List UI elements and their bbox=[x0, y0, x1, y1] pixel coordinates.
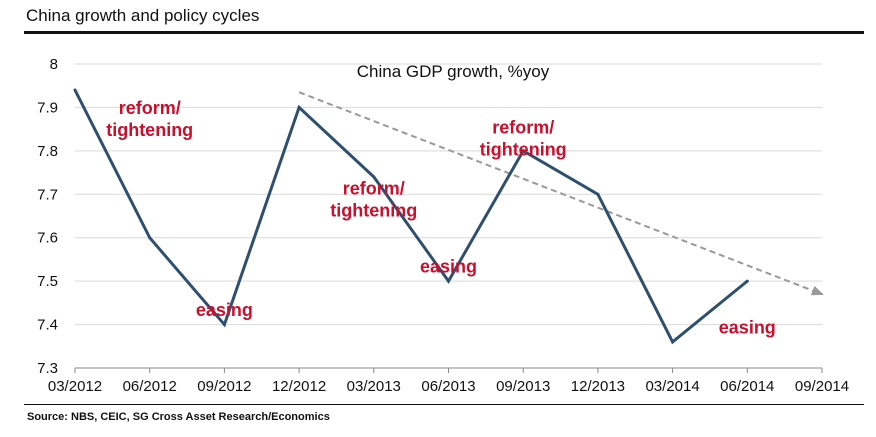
y-tick-label: 7.8 bbox=[37, 143, 58, 160]
annotation-line: reform/ bbox=[119, 98, 181, 118]
policy-annotation: easing bbox=[420, 256, 477, 276]
y-tick-label: 8 bbox=[50, 56, 58, 73]
gdp-line-chart: 7.3 7.4 7.5 7.6 7.7 7.8 7.9 8 03/2012 06/2012 09/2… bbox=[37, 56, 849, 395]
page-title: China growth and policy cycles bbox=[26, 6, 260, 25]
trend-arrow-line bbox=[298, 91, 824, 296]
annotation-line: easing bbox=[196, 300, 253, 320]
x-tick-label: 12/2012 bbox=[272, 378, 326, 395]
y-tick-label: 7.3 bbox=[37, 360, 58, 377]
policy-annotation: easing bbox=[719, 317, 776, 337]
gdp-series-line bbox=[73, 89, 749, 345]
annotation-line: easing bbox=[420, 256, 477, 276]
gdp-data-point bbox=[447, 279, 450, 283]
y-tick-label: 7.6 bbox=[37, 230, 58, 247]
x-tick-label: 09/2012 bbox=[197, 378, 251, 395]
header-divider bbox=[24, 31, 864, 34]
annotation-line: easing bbox=[719, 317, 776, 337]
x-tick-label: 06/2012 bbox=[123, 378, 177, 395]
axes bbox=[74, 367, 823, 373]
x-tick-label: 12/2013 bbox=[571, 378, 625, 395]
x-tick-label: 03/2014 bbox=[645, 378, 699, 395]
footer-divider bbox=[24, 404, 864, 405]
gdp-data-point bbox=[521, 149, 525, 153]
x-tick-label: 06/2013 bbox=[421, 378, 475, 395]
x-tick-label: 03/2013 bbox=[347, 378, 401, 395]
y-tick-label: 7.5 bbox=[37, 273, 58, 290]
gdp-data-point bbox=[73, 88, 77, 92]
gdp-data-point bbox=[148, 236, 152, 240]
source-note: Source: NBS, CEIC, SG Cross Asset Resear… bbox=[27, 411, 330, 423]
series-lines bbox=[73, 88, 749, 345]
gdp-data-point bbox=[596, 192, 600, 196]
annotation-line: tightening bbox=[106, 120, 193, 140]
gdp-data-point bbox=[222, 323, 226, 327]
annotation-line: reform/ bbox=[492, 117, 554, 137]
x-tick-label: 03/2012 bbox=[48, 378, 102, 395]
annotation-line: tightening bbox=[330, 200, 417, 220]
policy-annotation: reform/tightening bbox=[106, 98, 193, 140]
trend-lines bbox=[298, 91, 824, 296]
policy-annotation: reform/tightening bbox=[480, 117, 567, 159]
policy-annotation: reform/tightening bbox=[330, 178, 417, 220]
y-tick-label: 7.4 bbox=[37, 317, 58, 334]
gdp-data-point bbox=[671, 340, 675, 344]
x-tick-label: 06/2014 bbox=[720, 378, 774, 395]
annotations: reform/tightening easing reform/tightening… bbox=[106, 98, 776, 337]
x-tick-label: 09/2014 bbox=[795, 378, 849, 395]
grid-lines bbox=[75, 63, 822, 326]
x-tick-label: 09/2013 bbox=[496, 378, 550, 395]
gdp-data-point bbox=[745, 279, 749, 283]
y-tick-label: 7.7 bbox=[37, 186, 58, 203]
y-tick-label: 7.9 bbox=[37, 99, 58, 116]
annotation-line: reform/ bbox=[343, 178, 405, 198]
annotation-line: tightening bbox=[480, 139, 567, 159]
tick-labels: 7.3 7.4 7.5 7.6 7.7 7.8 7.9 8 03/2012 06/2012 09/2… bbox=[37, 56, 849, 395]
gdp-data-point bbox=[372, 175, 376, 179]
chart-title: China GDP growth, %yoy bbox=[357, 62, 550, 81]
gdp-data-point bbox=[297, 105, 301, 109]
policy-annotation: easing bbox=[196, 300, 253, 320]
